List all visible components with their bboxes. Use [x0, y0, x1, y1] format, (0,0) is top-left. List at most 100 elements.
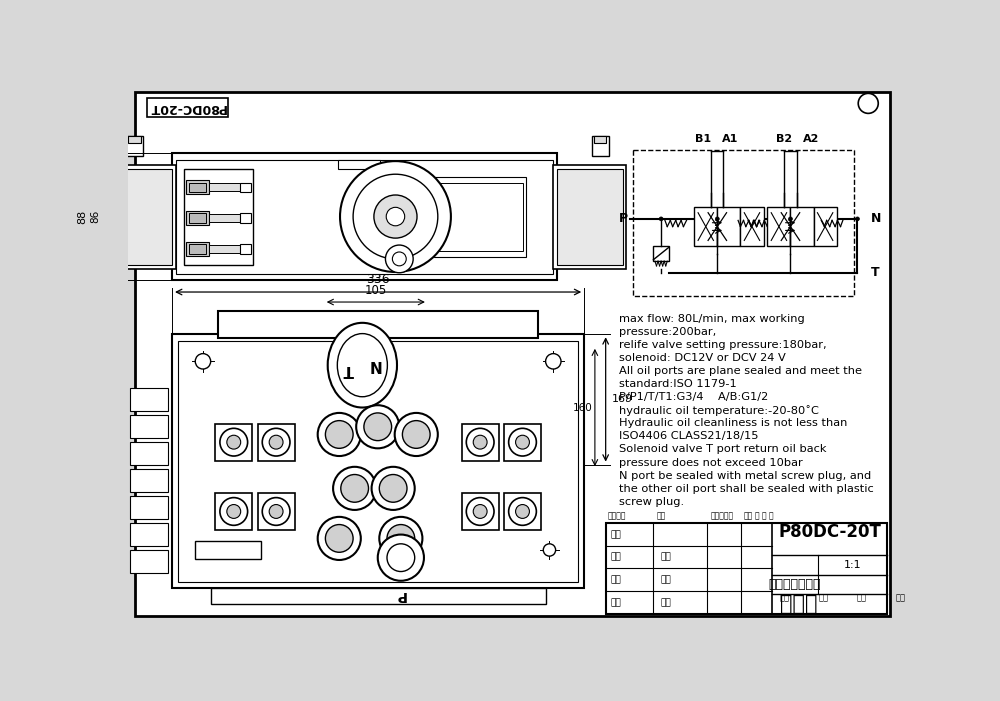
- Bar: [218, 311, 538, 338]
- Circle shape: [269, 505, 283, 519]
- Bar: [128, 137, 141, 142]
- Bar: [504, 493, 541, 530]
- Text: 阶段标记: 阶段标记: [608, 512, 626, 521]
- Text: 单位: 单位: [780, 594, 790, 602]
- Circle shape: [372, 467, 415, 510]
- Bar: [172, 334, 584, 588]
- Circle shape: [392, 252, 406, 266]
- Bar: [211, 588, 546, 604]
- Circle shape: [364, 413, 392, 441]
- Bar: [215, 493, 252, 530]
- Circle shape: [715, 217, 719, 221]
- Bar: [189, 214, 206, 223]
- Circle shape: [546, 353, 561, 369]
- Text: the other oil port shall be sealed with plastic: the other oil port shall be sealed with …: [619, 484, 874, 494]
- Circle shape: [516, 505, 529, 519]
- Bar: [740, 207, 764, 246]
- Text: T: T: [871, 266, 880, 279]
- Text: solenoid: DC12V or DCV 24 V: solenoid: DC12V or DCV 24 V: [619, 353, 786, 363]
- Bar: [172, 154, 557, 280]
- Bar: [189, 244, 206, 254]
- Bar: [606, 523, 887, 614]
- Text: 重量: 重量: [857, 594, 867, 602]
- Bar: [103, 165, 176, 269]
- Bar: [717, 207, 740, 246]
- Circle shape: [509, 498, 536, 525]
- Bar: [130, 523, 168, 546]
- Text: B1: B1: [695, 134, 712, 144]
- Bar: [240, 244, 251, 254]
- Circle shape: [318, 517, 361, 560]
- Text: ISO4406 CLASS21/18/15: ISO4406 CLASS21/18/15: [619, 431, 758, 442]
- Text: 数量: 数量: [818, 594, 828, 602]
- Circle shape: [378, 535, 424, 580]
- Text: P80DC-20T: P80DC-20T: [778, 523, 881, 541]
- Circle shape: [340, 161, 451, 272]
- Text: 图标: 图标: [660, 576, 671, 585]
- Circle shape: [473, 505, 487, 519]
- Text: 1:1: 1:1: [844, 560, 862, 570]
- Text: max flow: 80L/min, max working: max flow: 80L/min, max working: [619, 313, 805, 324]
- Text: 分区: 分区: [656, 512, 666, 521]
- Bar: [694, 207, 717, 246]
- Bar: [178, 341, 578, 583]
- Text: P: P: [396, 587, 406, 601]
- Text: 88: 88: [77, 210, 87, 224]
- Circle shape: [387, 524, 415, 552]
- Bar: [209, 245, 240, 253]
- Text: All oil ports are plane sealed and meet the: All oil ports are plane sealed and meet …: [619, 366, 862, 376]
- Text: 签名: 签名: [744, 512, 753, 521]
- Text: N: N: [871, 212, 882, 225]
- Bar: [258, 493, 295, 530]
- Bar: [186, 242, 209, 256]
- Circle shape: [356, 405, 399, 449]
- Circle shape: [858, 93, 878, 114]
- Text: 设计: 设计: [610, 598, 621, 607]
- Text: B2: B2: [776, 134, 792, 144]
- Bar: [553, 165, 626, 269]
- Circle shape: [195, 353, 211, 369]
- Text: P: P: [619, 212, 628, 225]
- Bar: [653, 246, 669, 261]
- Text: hydraulic oil temperature:-20-80˚C: hydraulic oil temperature:-20-80˚C: [619, 405, 819, 416]
- Text: 86: 86: [91, 210, 101, 223]
- Circle shape: [269, 435, 283, 449]
- Text: 336: 336: [366, 273, 390, 286]
- Ellipse shape: [328, 323, 397, 407]
- Text: A2: A2: [803, 134, 819, 144]
- Text: screw plug.: screw plug.: [619, 497, 684, 507]
- Circle shape: [325, 421, 353, 449]
- Bar: [209, 184, 240, 191]
- Bar: [258, 423, 295, 461]
- Text: 105: 105: [364, 284, 387, 297]
- Text: pressure:200bar,: pressure:200bar,: [619, 327, 716, 336]
- Text: standard:ISO 1179-1: standard:ISO 1179-1: [619, 379, 737, 389]
- Ellipse shape: [337, 334, 387, 397]
- Bar: [462, 493, 499, 530]
- Bar: [130, 415, 168, 438]
- Bar: [186, 180, 209, 194]
- Text: Hydraulic oil cleanliness is not less than: Hydraulic oil cleanliness is not less th…: [619, 418, 847, 428]
- Bar: [195, 540, 261, 559]
- Text: P80DC-20T: P80DC-20T: [148, 101, 225, 114]
- Circle shape: [379, 475, 407, 502]
- Circle shape: [386, 207, 405, 226]
- Bar: [189, 183, 206, 192]
- Text: 工艺: 工艺: [660, 598, 671, 607]
- Bar: [790, 207, 814, 246]
- Text: A1: A1: [722, 134, 739, 144]
- Bar: [107, 169, 172, 265]
- Bar: [184, 169, 253, 265]
- Bar: [557, 169, 623, 265]
- Text: relife valve setting pressure:180bar,: relife valve setting pressure:180bar,: [619, 340, 826, 350]
- Bar: [208, 544, 216, 556]
- Text: 比例: 比例: [895, 594, 905, 602]
- Bar: [633, 149, 854, 296]
- Circle shape: [789, 217, 792, 221]
- Circle shape: [466, 498, 494, 525]
- Text: pressure does not exceed 10bar: pressure does not exceed 10bar: [619, 458, 803, 468]
- Circle shape: [543, 544, 556, 556]
- Circle shape: [856, 217, 859, 221]
- Bar: [236, 544, 244, 556]
- Text: P/P1/T/T1:G3/4    A/B:G1/2: P/P1/T/T1:G3/4 A/B:G1/2: [619, 392, 768, 402]
